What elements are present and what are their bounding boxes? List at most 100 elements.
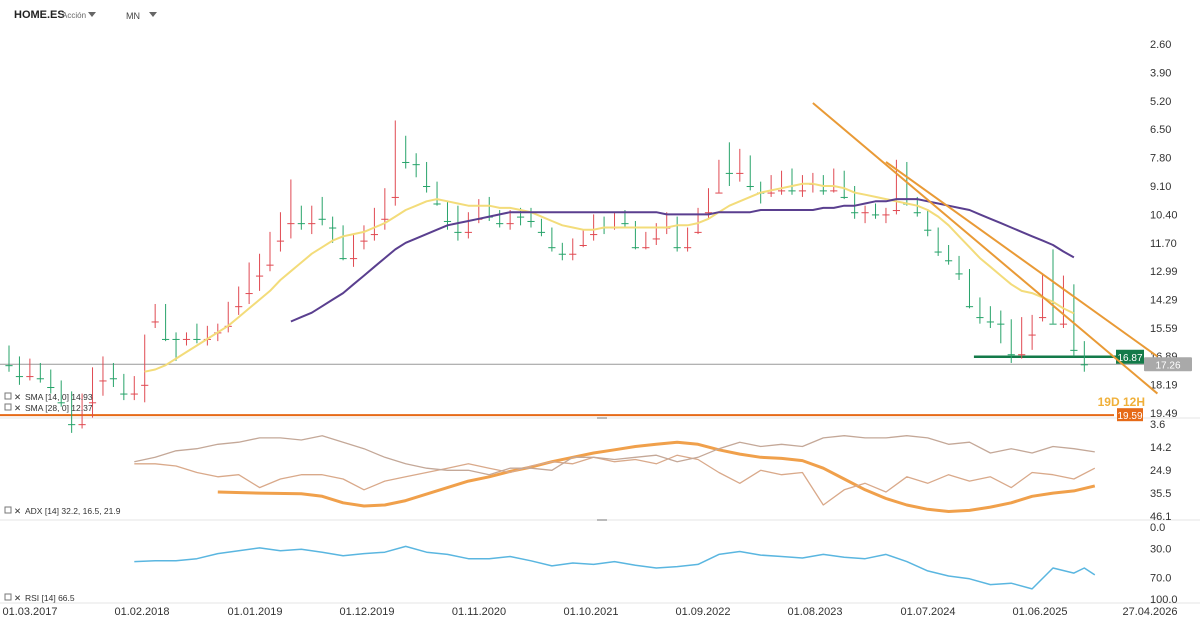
candle-body (715, 192, 723, 194)
candle-body (945, 260, 953, 262)
candle-body (569, 253, 577, 255)
candle-body (255, 275, 264, 277)
candle-body (78, 424, 86, 426)
candle-body (642, 247, 650, 249)
candle-body (1018, 354, 1026, 356)
wedge-trendline (885, 161, 1158, 358)
date-axis-tick: 01.02.2018 (114, 606, 169, 618)
sma28-legend-settings-icon[interactable] (4, 403, 12, 411)
candle-body (235, 306, 243, 308)
candle-body (548, 247, 556, 249)
candle-body (423, 186, 431, 188)
wedge-trendline (812, 102, 1159, 395)
candle-body (120, 393, 128, 395)
candle-body (1049, 323, 1057, 325)
candle-countdown: 19D 12H (1098, 395, 1145, 409)
candle-body (871, 214, 880, 216)
green-level-tag-label: 16.87 (1117, 353, 1142, 364)
adx-legend-label: ADX [14] 32.2, 16.5, 21.9 (25, 506, 121, 516)
price-axis-tick: 18.19 (1150, 380, 1178, 392)
candle-body (861, 212, 869, 214)
candle-body (339, 258, 347, 260)
rsi-legend-label: RSI [14] 66.5 (25, 593, 75, 603)
candle-body (506, 223, 514, 225)
candle-body (986, 321, 994, 323)
candle-body (924, 229, 932, 231)
candle-body (287, 223, 295, 225)
price-axis-tick: 2.60 (1150, 39, 1171, 51)
candle-body (736, 172, 744, 174)
price-axis-tick: 10.40 (1150, 209, 1178, 221)
candle-body (349, 258, 358, 260)
candle-body (725, 172, 733, 174)
date-axis-tick: 01.09.2022 (675, 606, 730, 618)
candle-body (652, 238, 660, 240)
candle-body (391, 196, 399, 198)
date-axis-tick: 01.06.2025 (1012, 606, 1067, 618)
price-axis-tick: 19.49 (1150, 408, 1178, 420)
adx-axis-tick: 46.1 (1150, 511, 1171, 523)
adx-series-2 (134, 435, 1095, 476)
candle-body (276, 240, 285, 242)
date-axis-tick: 01.08.2023 (787, 606, 842, 618)
candle-body (1070, 349, 1078, 351)
timeframe-dropdown-icon[interactable] (149, 12, 157, 17)
price-axis-tick: 5.20 (1150, 96, 1171, 108)
rsi-axis-tick: 100.0 (1150, 594, 1178, 606)
candle-body (788, 190, 796, 192)
date-axis-tick: 01.10.2021 (563, 606, 618, 618)
candle-body (443, 220, 452, 222)
price-axis-tick: 11.70 (1150, 238, 1177, 250)
price-axis-tick: 3.90 (1150, 67, 1171, 79)
asset-type-label: Acción (62, 11, 87, 20)
candle-body (965, 306, 974, 308)
sma28-legend-close-icon[interactable]: ✕ (14, 403, 21, 413)
candle-body (1028, 334, 1036, 336)
candle-body (182, 338, 191, 340)
candle-body (631, 247, 639, 249)
candle-body (36, 378, 44, 380)
price-axis-tick: 12.99 (1150, 266, 1178, 278)
price-axis-tick: 15.59 (1150, 323, 1178, 335)
date-axis-tick: 01.01.2019 (227, 606, 282, 618)
sma14-legend-settings-icon[interactable] (4, 392, 12, 400)
sma14-legend-close-icon[interactable]: ✕ (14, 392, 21, 402)
sma28-line (290, 198, 1075, 323)
candle-body (579, 244, 587, 246)
adx-axis-tick: 24.9 (1150, 465, 1171, 477)
adx-legend-settings-icon[interactable] (4, 506, 12, 514)
panel-resize-handle (597, 519, 607, 521)
adx-legend-close-icon[interactable]: ✕ (14, 506, 21, 516)
candle-body (694, 231, 702, 233)
candle-body (851, 212, 859, 214)
candle-body (558, 253, 566, 255)
timeframe-label[interactable]: MN (126, 11, 140, 21)
symbol-label[interactable]: HOME.ES (14, 9, 65, 21)
candle-body (68, 424, 76, 426)
adx-axis-tick: 14.2 (1150, 442, 1171, 454)
symbol-dropdown-icon[interactable] (88, 12, 96, 17)
date-axis-tick: 01.03.2017 (2, 606, 57, 618)
candle-body (767, 192, 775, 194)
candle-body (5, 365, 13, 367)
candle-body (57, 402, 65, 404)
candle-body (527, 220, 535, 222)
date-axis-tick: 27.04.2026 (1122, 606, 1177, 618)
candle-body (370, 234, 378, 236)
panel-resize-handle (597, 417, 607, 419)
candle-body (684, 247, 692, 249)
resistance-tag-label: 19.59 (1117, 411, 1142, 422)
candle-body (193, 338, 201, 340)
candle-body (882, 214, 890, 216)
candle-body (621, 223, 629, 225)
candle-body (172, 338, 180, 340)
candle-body (830, 190, 838, 192)
candle-body (297, 223, 305, 225)
rsi-legend-close-icon[interactable]: ✕ (14, 593, 21, 603)
candle-body (537, 231, 546, 233)
candle-body (976, 317, 984, 319)
rsi-legend-settings-icon[interactable] (4, 593, 12, 601)
candle-body (704, 212, 713, 214)
candle-body (151, 321, 159, 323)
